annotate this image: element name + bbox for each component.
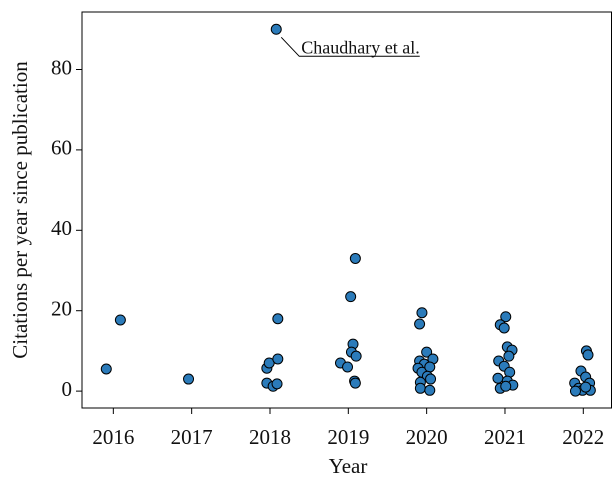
point	[500, 311, 512, 323]
point	[349, 377, 361, 389]
x-tick-label: 2016	[92, 425, 134, 449]
point	[345, 291, 357, 303]
point	[569, 385, 581, 397]
y-tick-label: 40	[51, 216, 72, 240]
x-tick-label: 2017	[171, 425, 213, 449]
point	[424, 361, 436, 373]
x-tick-label: 2020	[406, 425, 448, 449]
x-tick-label: 2022	[562, 425, 604, 449]
x-tick-label: 2018	[249, 425, 291, 449]
point	[271, 378, 283, 390]
annotation-line	[280, 36, 420, 57]
point	[503, 350, 515, 362]
point	[492, 372, 504, 384]
plot-frame	[81, 11, 612, 409]
x-axis-label: Year	[329, 454, 368, 478]
point	[183, 373, 195, 385]
point	[100, 363, 112, 375]
y-tick-label: 60	[51, 136, 72, 160]
x-tick-label: 2021	[484, 425, 526, 449]
y-tick-label: 80	[51, 55, 72, 79]
y-axis-label: Citations per year since publication	[8, 61, 32, 359]
point	[498, 322, 510, 334]
x-tick-label: 2019	[327, 425, 369, 449]
point	[270, 23, 282, 35]
point	[114, 314, 126, 326]
point	[414, 318, 426, 330]
point	[272, 313, 284, 325]
point	[424, 384, 436, 396]
point	[421, 346, 433, 358]
point	[500, 380, 512, 392]
point	[416, 307, 428, 319]
point	[425, 373, 437, 385]
point	[349, 252, 361, 264]
point	[414, 382, 426, 394]
point	[342, 361, 354, 373]
point	[582, 349, 594, 361]
y-tick-label: 20	[51, 297, 72, 321]
annotation: Chaudhary et al.	[301, 37, 419, 57]
y-tick-label: 0	[62, 377, 73, 401]
point	[272, 353, 284, 365]
point	[580, 381, 592, 393]
point	[350, 350, 362, 362]
